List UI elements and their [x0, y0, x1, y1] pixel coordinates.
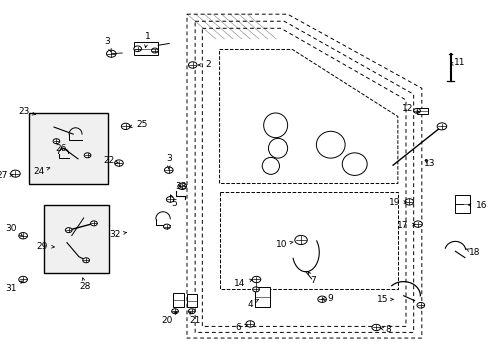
Text: 12: 12: [401, 104, 418, 113]
Text: 21: 21: [189, 312, 201, 325]
Text: 15: 15: [376, 295, 393, 304]
Text: 18: 18: [465, 248, 479, 257]
Bar: [134, 42, 158, 55]
Circle shape: [134, 46, 141, 51]
Circle shape: [53, 139, 60, 144]
Text: 11: 11: [449, 58, 465, 67]
Circle shape: [106, 50, 116, 57]
Bar: [44, 205, 109, 274]
Text: 25: 25: [129, 120, 148, 129]
Text: 5: 5: [170, 195, 177, 208]
Text: 8: 8: [380, 325, 391, 334]
Text: 29: 29: [37, 242, 54, 251]
Circle shape: [404, 199, 413, 205]
Text: 7: 7: [307, 272, 316, 285]
Circle shape: [65, 228, 72, 233]
Circle shape: [245, 321, 254, 327]
Text: 6: 6: [234, 323, 247, 332]
Circle shape: [114, 160, 123, 166]
Text: 3: 3: [165, 154, 171, 169]
Bar: [186, 294, 197, 307]
Text: 3: 3: [104, 37, 111, 51]
Circle shape: [82, 258, 89, 263]
Circle shape: [121, 123, 130, 130]
Circle shape: [84, 153, 91, 158]
Text: 31: 31: [5, 281, 22, 293]
Bar: [255, 287, 270, 307]
Circle shape: [413, 221, 422, 227]
Circle shape: [166, 197, 174, 202]
Text: 22: 22: [102, 156, 118, 165]
Circle shape: [11, 170, 20, 177]
Text: 19: 19: [388, 198, 406, 207]
Text: 26: 26: [56, 144, 67, 153]
Circle shape: [413, 108, 420, 113]
Circle shape: [90, 221, 97, 226]
Circle shape: [294, 235, 306, 244]
Text: 16: 16: [467, 201, 486, 210]
Text: 10: 10: [276, 240, 293, 249]
Circle shape: [163, 224, 170, 229]
Circle shape: [151, 48, 158, 53]
Text: 4: 4: [247, 300, 258, 309]
Circle shape: [371, 324, 380, 330]
Text: 14: 14: [234, 279, 252, 288]
Text: 28: 28: [79, 278, 90, 291]
Circle shape: [19, 276, 27, 283]
Circle shape: [188, 309, 195, 314]
Circle shape: [416, 302, 424, 308]
Text: 33: 33: [175, 182, 186, 191]
Circle shape: [188, 62, 197, 68]
Bar: [417, 108, 427, 114]
Text: 1: 1: [144, 32, 150, 48]
Text: 23: 23: [19, 107, 35, 116]
Circle shape: [19, 233, 27, 239]
Circle shape: [317, 296, 326, 302]
Circle shape: [252, 287, 259, 292]
Circle shape: [178, 183, 186, 189]
Circle shape: [171, 309, 178, 314]
Bar: [454, 195, 469, 213]
Text: 32: 32: [109, 230, 126, 239]
Text: 27: 27: [0, 171, 13, 180]
Text: 2: 2: [198, 60, 210, 69]
Text: 24: 24: [33, 167, 50, 176]
Text: 30: 30: [5, 224, 22, 236]
Bar: [29, 113, 108, 184]
Circle shape: [436, 123, 446, 130]
Text: 9: 9: [321, 294, 332, 303]
Bar: [173, 293, 183, 307]
Text: 20: 20: [161, 312, 176, 325]
Circle shape: [164, 167, 173, 173]
Circle shape: [252, 276, 260, 283]
Text: 13: 13: [424, 158, 435, 167]
Text: 17: 17: [397, 221, 414, 230]
